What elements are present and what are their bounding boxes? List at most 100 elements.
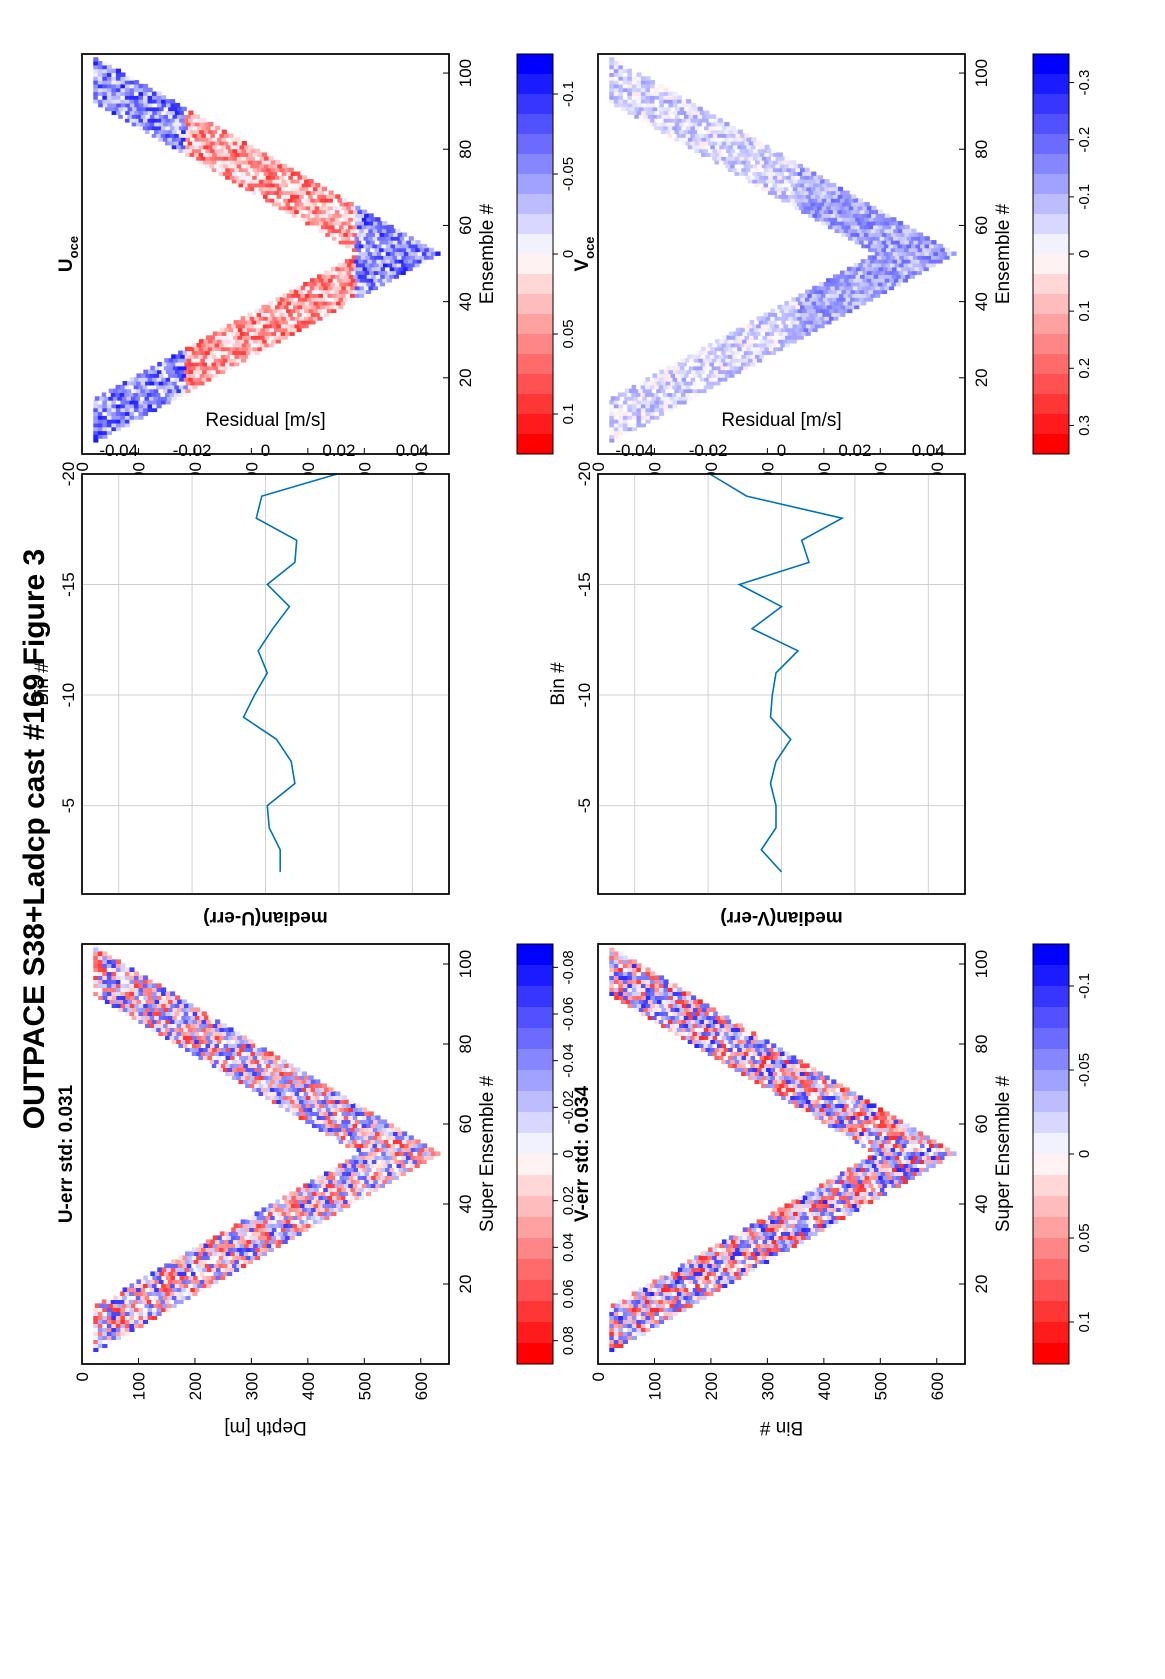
heatmap-cell xyxy=(230,1047,236,1052)
heatmap-cell xyxy=(633,1295,639,1300)
heatmap-cell xyxy=(133,91,140,96)
heatmap-cell xyxy=(631,967,637,972)
heatmap-cell xyxy=(143,102,149,108)
heatmap-cell xyxy=(401,1155,407,1160)
heatmap-cell xyxy=(222,1271,228,1276)
heatmap-cell xyxy=(270,160,276,165)
heatmap-cell xyxy=(255,148,261,154)
heatmap-cell xyxy=(312,1183,318,1188)
heatmap-cell xyxy=(786,1207,792,1212)
heatmap-cell xyxy=(182,148,188,154)
heatmap-cell xyxy=(762,1231,768,1236)
heatmap-cell xyxy=(290,1075,296,1080)
heatmap-cell xyxy=(129,1003,135,1008)
heatmap-cell xyxy=(655,1303,662,1308)
heatmap-cell xyxy=(837,1099,843,1104)
heatmap-cell xyxy=(325,1131,331,1136)
heatmap-cell xyxy=(336,301,342,306)
heatmap-cell xyxy=(415,247,421,253)
heatmap-cell xyxy=(174,1283,180,1288)
heatmap-cell xyxy=(401,1147,407,1152)
heatmap-cell xyxy=(357,217,363,222)
heatmap-cell xyxy=(853,1179,859,1184)
heatmap-cell xyxy=(116,110,122,115)
heatmap-cell xyxy=(330,274,336,279)
heatmap-cell xyxy=(813,1079,819,1084)
heatmap-cell xyxy=(727,1275,733,1280)
heatmap-cell xyxy=(670,1287,676,1292)
heatmap-cell xyxy=(115,419,121,424)
heatmap-cell xyxy=(309,213,316,218)
heatmap-cell xyxy=(216,1063,222,1068)
heatmap-cell xyxy=(164,392,171,397)
heatmap-cell xyxy=(208,121,214,127)
heatmap-cell xyxy=(102,1327,108,1332)
heatmap-cell xyxy=(314,285,320,291)
heatmap-cell xyxy=(99,1303,105,1308)
heatmap-cell xyxy=(332,221,338,226)
heatmap-cell xyxy=(245,186,251,192)
heatmap-cell xyxy=(377,1135,383,1140)
heatmap-cell xyxy=(259,156,265,161)
heatmap-cell xyxy=(250,1051,256,1056)
heatmap-cell xyxy=(786,1215,792,1220)
heatmap-cell xyxy=(314,213,320,218)
heatmap-cell xyxy=(126,1303,132,1308)
heatmap-cell xyxy=(102,83,108,89)
heatmap-cell xyxy=(752,1263,758,1268)
heatmap-cell xyxy=(268,1247,274,1252)
heatmap-cell xyxy=(926,1147,932,1152)
heatmap-cell xyxy=(325,1183,331,1188)
heatmap-cell xyxy=(262,323,268,329)
heatmap-cell xyxy=(852,1119,858,1124)
heatmap-cell xyxy=(153,1303,159,1308)
heatmap-cell xyxy=(622,1319,628,1324)
heatmap-cell xyxy=(748,1035,754,1040)
heatmap-cell xyxy=(390,1127,396,1132)
heatmap-cell xyxy=(278,190,285,195)
heatmap-cell xyxy=(636,1291,642,1296)
heatmap-cell xyxy=(902,1127,908,1132)
heatmap-cell xyxy=(93,1347,99,1352)
heatmap-cell xyxy=(187,125,194,131)
heatmap-cell xyxy=(827,1199,833,1204)
heatmap-cell xyxy=(133,400,140,405)
heatmap-cell xyxy=(383,1131,390,1136)
heatmap-cell xyxy=(803,1103,809,1108)
heatmap-cell xyxy=(640,1299,646,1304)
heatmap-cell xyxy=(234,167,240,173)
heatmap-cell xyxy=(876,1155,882,1160)
heatmap-cell xyxy=(618,951,624,956)
heatmap-cell xyxy=(659,995,665,1000)
heatmap-cell xyxy=(202,369,208,374)
heatmap-cell xyxy=(133,95,140,100)
heatmap-cell xyxy=(233,1223,239,1228)
heatmap-cell xyxy=(156,369,163,374)
heatmap-cell xyxy=(152,91,158,96)
heatmap-cell xyxy=(175,995,181,1000)
heatmap-cell xyxy=(203,1047,209,1052)
panel-title: U-err std: 0.031 xyxy=(56,1084,77,1223)
heatmap-cell xyxy=(324,190,330,195)
heatmap-cell xyxy=(385,1159,391,1164)
heatmap-cell xyxy=(248,152,254,157)
heatmap-cell xyxy=(631,983,637,988)
heatmap-cell xyxy=(645,967,651,972)
heatmap-cell xyxy=(97,403,103,409)
heatmap-cell xyxy=(801,1083,807,1088)
heatmap-cell xyxy=(156,1283,162,1288)
heatmap-cell xyxy=(854,1139,860,1144)
heatmap-cell xyxy=(627,995,633,1000)
heatmap-cell xyxy=(201,342,207,348)
heatmap-cell xyxy=(392,1163,398,1168)
heatmap-cell xyxy=(410,255,416,260)
heatmap-cell xyxy=(104,106,111,112)
heatmap-cell xyxy=(824,1219,830,1224)
heatmap-cell xyxy=(172,999,178,1004)
heatmap-cell xyxy=(685,1299,691,1304)
heatmap-cell xyxy=(193,369,199,374)
heatmap-cell xyxy=(280,1235,286,1240)
heatmap-cell xyxy=(355,270,361,275)
heatmap-cell xyxy=(804,1215,810,1220)
heatmap-cell xyxy=(627,983,633,988)
